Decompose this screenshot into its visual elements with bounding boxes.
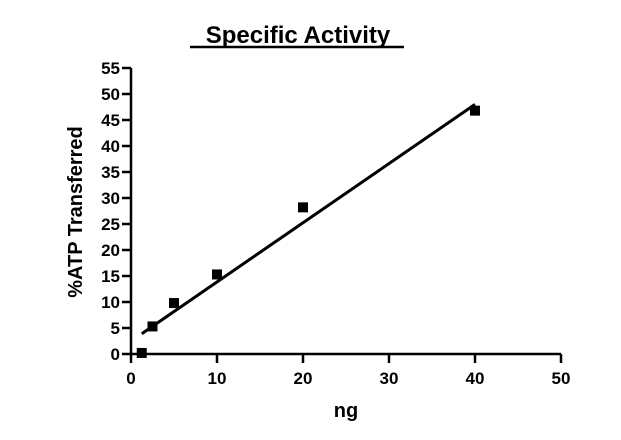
y-tick-label: 30 <box>101 189 120 208</box>
chart-title: Specific Activity <box>206 22 391 49</box>
x-tick-label: 50 <box>552 369 571 388</box>
y-tick-label: 55 <box>101 59 120 78</box>
x-tick-label: 20 <box>294 369 313 388</box>
y-tick-label: 15 <box>101 267 120 286</box>
y-tick-label: 25 <box>101 215 120 234</box>
y-axis-label: %ATP Transferred <box>65 126 87 298</box>
x-axis: 0 10 20 30 40 50 <box>126 352 571 388</box>
y-tick-label: 45 <box>101 111 120 130</box>
x-tick-label: 40 <box>466 369 485 388</box>
fit-line <box>140 103 476 335</box>
data-point <box>212 269 222 280</box>
data-point <box>470 105 480 116</box>
y-tick-label: 35 <box>101 163 120 182</box>
y-tick-label: 0 <box>111 345 120 364</box>
x-axis-label: ng <box>334 400 358 422</box>
x-tick-label: 10 <box>208 369 227 388</box>
data-point <box>298 202 308 213</box>
data-points <box>136 105 480 358</box>
x-tick-label: 30 <box>380 369 399 388</box>
y-axis: 0 5 10 15 20 25 30 35 40 45 50 55 <box>101 59 133 364</box>
data-point <box>136 347 147 358</box>
y-tick-label: 10 <box>101 293 120 312</box>
y-tick-label: 20 <box>101 241 120 260</box>
y-tick-label: 40 <box>101 137 120 156</box>
fit-line-group <box>140 103 476 335</box>
data-point <box>147 321 158 332</box>
x-tick-label: 0 <box>126 369 135 388</box>
y-tick-label: 5 <box>111 319 120 338</box>
data-point <box>169 298 179 309</box>
y-tick-label: 50 <box>101 85 120 104</box>
